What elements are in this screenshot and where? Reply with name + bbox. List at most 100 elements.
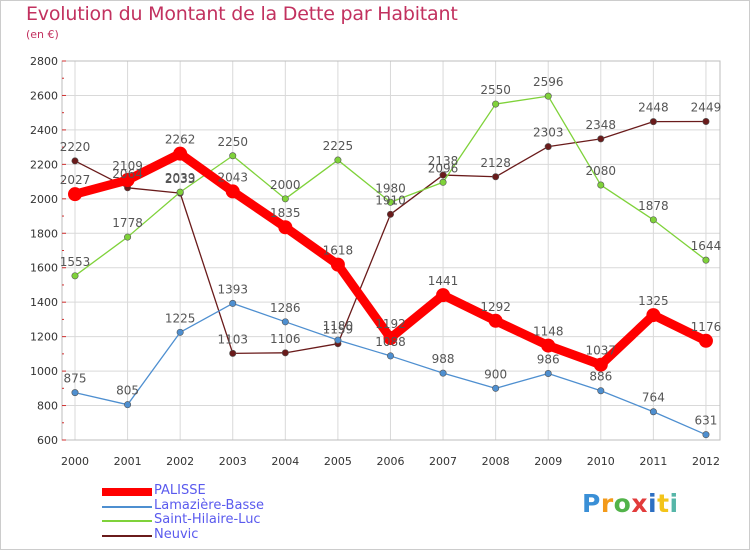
y-tick-label: 1400 — [30, 296, 58, 309]
data-point — [71, 157, 79, 165]
data-label: 1441 — [428, 274, 459, 288]
logo-letter: P — [582, 489, 601, 518]
data-point — [597, 181, 605, 189]
data-label: 986 — [537, 353, 560, 367]
data-point — [383, 331, 398, 346]
data-label: 1176 — [691, 320, 722, 334]
data-point — [492, 100, 500, 108]
data-label: 764 — [642, 391, 665, 405]
data-point — [173, 146, 188, 161]
data-label: 1644 — [691, 239, 722, 253]
y-tick-label: 1000 — [30, 365, 58, 378]
data-point — [334, 336, 342, 344]
data-point — [649, 118, 657, 126]
data-label: 2109 — [112, 159, 143, 173]
data-label: 2064 — [112, 167, 143, 181]
data-point — [436, 288, 451, 303]
data-point — [120, 173, 135, 188]
y-tick-label: 600 — [37, 434, 58, 447]
logo-letter: i — [648, 489, 658, 518]
data-label: 631 — [695, 414, 718, 428]
legend-swatch — [102, 488, 152, 496]
y-tick-label: 2000 — [30, 193, 58, 206]
data-label: 1910 — [375, 193, 406, 207]
data-point — [646, 308, 661, 323]
x-tick-label: 2000 — [61, 455, 89, 468]
data-point — [702, 256, 710, 264]
chart-subtitle: (en €) — [26, 28, 59, 41]
data-point — [492, 173, 500, 181]
data-point — [386, 352, 394, 360]
data-point — [439, 171, 447, 179]
x-tick-label: 2012 — [692, 455, 720, 468]
data-point — [439, 369, 447, 377]
legend-label: Saint-Hilaire-Luc — [154, 512, 261, 527]
data-label: 2262 — [165, 133, 196, 147]
x-tick-label: 2007 — [429, 455, 457, 468]
data-point — [544, 143, 552, 151]
logo-letter: r — [600, 489, 614, 518]
data-label: 2250 — [217, 135, 248, 149]
legend-label: PALISSE — [154, 483, 206, 498]
y-tick-label: 1200 — [30, 331, 58, 344]
data-label: 2303 — [533, 126, 564, 140]
data-label: 988 — [432, 352, 455, 366]
data-label: 1980 — [375, 181, 406, 195]
data-point — [281, 195, 289, 203]
data-label: 2043 — [217, 170, 248, 184]
data-label: 1393 — [217, 282, 248, 296]
data-point — [124, 233, 132, 241]
data-label: 2220 — [60, 140, 91, 154]
legend-swatch — [102, 505, 152, 508]
data-label: 1878 — [638, 199, 669, 213]
data-label: 2596 — [533, 75, 564, 89]
data-label: 1325 — [638, 294, 669, 308]
data-point — [124, 401, 132, 409]
legend-swatch — [102, 520, 152, 522]
logo-letter: o — [613, 489, 632, 518]
data-point — [330, 257, 345, 272]
data-label: 1180 — [323, 319, 354, 333]
y-tick-label: 2200 — [30, 158, 58, 171]
data-point — [544, 92, 552, 100]
data-label: 2449 — [691, 100, 722, 114]
x-tick-label: 2008 — [482, 455, 510, 468]
y-tick-label: 800 — [37, 400, 58, 413]
data-point — [71, 389, 79, 397]
data-point — [649, 408, 657, 416]
y-tick-label: 1800 — [30, 227, 58, 240]
x-tick-label: 2011 — [639, 455, 667, 468]
data-label: 1835 — [270, 206, 301, 220]
data-label: 1159 — [323, 323, 354, 337]
data-label: 2027 — [60, 173, 91, 187]
data-point — [71, 272, 79, 280]
x-tick-label: 2005 — [324, 455, 352, 468]
plot-area — [61, 60, 721, 441]
chart-title: Evolution du Montant de la Dette par Hab… — [26, 3, 458, 25]
logo-letter: x — [631, 489, 648, 518]
data-label: 2080 — [586, 164, 617, 178]
data-label: 875 — [64, 372, 87, 386]
legend-swatch — [102, 534, 152, 537]
data-point — [649, 216, 657, 224]
data-label: 1106 — [270, 332, 301, 346]
data-point — [278, 220, 293, 235]
data-point — [281, 349, 289, 357]
y-tick-label: 2400 — [30, 124, 58, 137]
y-tick-label: 2600 — [30, 89, 58, 102]
data-label: 2448 — [638, 101, 669, 115]
data-point — [488, 313, 503, 328]
data-point — [597, 387, 605, 395]
data-point — [386, 198, 394, 206]
data-label: 886 — [589, 370, 612, 384]
data-label: 805 — [116, 384, 139, 398]
data-label: 1778 — [112, 216, 143, 230]
data-label: 2225 — [323, 139, 354, 153]
data-label: 1103 — [217, 332, 248, 346]
data-label: 1225 — [165, 311, 196, 325]
data-label: 2033 — [165, 172, 196, 186]
data-point — [281, 318, 289, 326]
logo-letter: i — [669, 489, 679, 518]
data-label: 2000 — [270, 178, 301, 192]
